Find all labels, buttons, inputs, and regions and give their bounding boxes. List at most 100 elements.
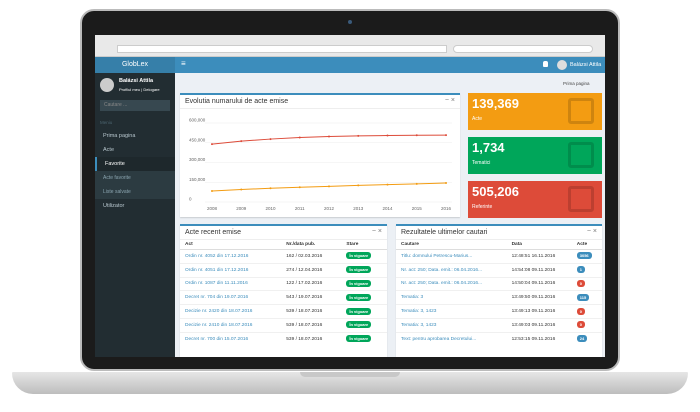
row-link[interactable]: Decret nr. 704 din 19.07.2016: [185, 295, 249, 301]
header-row: Act Nr./data pub. Stare: [180, 240, 387, 250]
column-header: Acte: [571, 240, 602, 250]
cell: Titlu: domnului Petrescu-Marius...: [396, 249, 507, 264]
row-link[interactable]: Decret nr. 700 din 15.07.2016: [185, 336, 249, 342]
stat-box[interactable]: 505,206 Referinte: [468, 181, 602, 218]
point: [240, 140, 243, 143]
row-link[interactable]: Decizie nr. 2410 din 18.07.2016: [185, 322, 253, 328]
box-title: Rezultatele ultimelor cautari: [396, 226, 602, 240]
menu-item[interactable]: Prima pagina: [103, 133, 136, 139]
stat-label: Referinte: [472, 204, 493, 210]
x-tick-label: 2014: [382, 206, 393, 211]
cell: 115: [571, 290, 602, 305]
row-link[interactable]: Nr. act: 250; Data. emit.: 06.04.2016...: [401, 267, 483, 273]
row-link[interactable]: Text: pentru aprobarea Decretului...: [401, 336, 477, 342]
x-tick-label: 2008: [207, 206, 218, 211]
box-tools[interactable]: − ×: [586, 228, 597, 235]
sidebar-avatar: [100, 78, 114, 92]
address-bar[interactable]: [117, 45, 447, 53]
notification-icon[interactable]: [543, 61, 548, 67]
user-links[interactable]: Profilul meu | Delogare: [119, 87, 160, 92]
cell: În vigoare: [341, 331, 387, 346]
point: [445, 134, 447, 137]
browser-search[interactable]: [453, 45, 593, 53]
header-avatar[interactable]: [557, 60, 567, 70]
row: Decret nr. 704 din 19.07.2016 543 / 19.07…: [180, 290, 387, 305]
badge: 24: [576, 335, 588, 343]
cell: Tematia: 3: [396, 290, 507, 305]
breadcrumb[interactable]: Prima pagina: [563, 81, 590, 86]
chart-title: Evolutia numarului de acte emise: [180, 95, 460, 109]
row: Tematia: 3 13:49:50 09.11.2016 115: [396, 290, 602, 305]
stat-icon: [568, 186, 594, 212]
stat-value: 139,369: [472, 96, 519, 111]
badge: În vigoare: [346, 321, 372, 329]
row-link[interactable]: Decizie nr. 2420 din 18.07.2016: [185, 309, 253, 315]
cell: 122 / 17.02.2016: [281, 276, 342, 291]
badge: În vigoare: [346, 252, 372, 260]
cell: 274 / 12.04.2016: [281, 262, 342, 278]
row: Nr. act: 250; Data. emit.: 06.04.2016...…: [396, 262, 602, 278]
cell: 539 / 18.07.2016: [281, 317, 342, 333]
menu-item[interactable]: Utilizator: [103, 203, 125, 209]
row-link[interactable]: Tematia: 3: [401, 295, 424, 301]
row-link[interactable]: Titlu: domnului Petrescu-Marius...: [401, 253, 473, 259]
cell: 0: [571, 317, 602, 333]
y-tick-label: 450,000: [189, 137, 206, 142]
cell: În vigoare: [341, 317, 387, 333]
badge: În vigoare: [346, 335, 372, 343]
submenu-item[interactable]: Liste salvate: [103, 189, 131, 195]
badge: 3056: [576, 252, 592, 260]
box-tools[interactable]: − ×: [371, 228, 382, 235]
cell: Ordin nr. 4052 din 17.12.2016: [180, 249, 282, 264]
cell: 13:49:50 09.11.2016: [506, 290, 572, 305]
chart-box: Evolutia numarului de acte emise − × 0 15…: [180, 93, 460, 217]
y-tick-label: 150,000: [189, 177, 206, 182]
column-header: Cautare: [396, 240, 507, 250]
row: Decizie nr. 2410 din 18.07.2016 539 / 18.…: [180, 317, 387, 333]
row-link[interactable]: Nr. act: 250; Data. emit.: 06.04.2016...: [401, 281, 483, 287]
row-link[interactable]: Tematia: 3, 1423: [401, 322, 437, 328]
cell: În vigoare: [341, 304, 387, 319]
top-bar: ≡ Balázsi Attila: [175, 57, 605, 73]
row: Text: pentru aprobarea Decretului... 12:5…: [396, 331, 602, 346]
row: Decizie nr. 2420 din 18.07.2016 539 / 18.…: [180, 304, 387, 319]
header-user[interactable]: Balázsi Attila: [570, 62, 602, 68]
point: [386, 134, 389, 137]
column-header: Data: [506, 240, 572, 250]
x-tick-label: 2016: [441, 206, 452, 211]
badge: 115: [576, 293, 590, 301]
search-box[interactable]: Cautare ...: [100, 100, 170, 111]
cell: 14:54:08 09.11.2016: [506, 262, 572, 278]
point: [298, 186, 301, 189]
menu-toggle[interactable]: ≡: [181, 59, 186, 68]
badge: 0: [576, 307, 585, 315]
menu-item[interactable]: Acte: [103, 147, 115, 153]
cell: Decizie nr. 2420 din 18.07.2016: [180, 304, 282, 319]
row-link[interactable]: Ordin nr. 1087 din 11.11.2016: [185, 281, 248, 287]
stat-box[interactable]: 1,734 Tematici: [468, 137, 602, 174]
point: [328, 185, 330, 188]
chart: 0 150,000 300,000 450,000 600,000 2008 2009 201…: [189, 118, 452, 211]
stat-label: Acte: [472, 116, 483, 122]
point: [357, 134, 360, 137]
submenu-item[interactable]: Acte favorite: [103, 175, 131, 181]
submenu: Acte favorite Liste salvate: [95, 171, 175, 199]
cell: 24: [571, 331, 602, 346]
brand[interactable]: GlobLex: [95, 57, 175, 73]
x-tick-label: 2013: [353, 206, 364, 211]
cell: În vigoare: [341, 262, 387, 278]
cell: 13:49:13 09.11.2016: [506, 304, 572, 319]
browser-bar: [95, 35, 605, 57]
row-link[interactable]: Tematia: 3, 1423: [401, 309, 437, 315]
row-link[interactable]: Ordin nr. 4051 din 17.12.2016: [185, 267, 249, 273]
point: [298, 136, 301, 139]
point: [328, 135, 330, 138]
point: [211, 189, 213, 192]
sidebar-user: Balázsi Attila: [119, 78, 154, 84]
stat-box[interactable]: 139,369 Acte: [468, 93, 602, 130]
y-tick-label: 0: [189, 197, 192, 202]
menu-item[interactable]: Favorite: [95, 157, 175, 171]
box-title: Acte recent emise: [180, 226, 387, 240]
box-tools[interactable]: − ×: [444, 97, 455, 104]
row-link[interactable]: Ordin nr. 4052 din 17.12.2016: [185, 253, 249, 259]
